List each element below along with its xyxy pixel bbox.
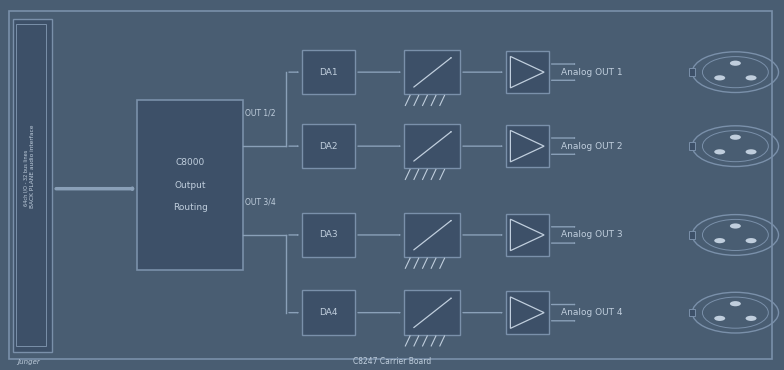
Circle shape bbox=[730, 223, 741, 229]
Text: BACK PLANE audio interface: BACK PLANE audio interface bbox=[30, 125, 34, 208]
FancyBboxPatch shape bbox=[302, 290, 355, 335]
FancyBboxPatch shape bbox=[404, 213, 460, 257]
FancyBboxPatch shape bbox=[689, 68, 695, 76]
Circle shape bbox=[730, 301, 741, 306]
FancyBboxPatch shape bbox=[689, 231, 695, 239]
FancyBboxPatch shape bbox=[689, 142, 695, 150]
Text: Junger: Junger bbox=[17, 359, 40, 365]
Circle shape bbox=[746, 316, 757, 321]
Text: OUT 1/2: OUT 1/2 bbox=[245, 108, 276, 117]
Text: Analog OUT 4: Analog OUT 4 bbox=[561, 308, 622, 317]
FancyBboxPatch shape bbox=[302, 213, 355, 257]
Circle shape bbox=[714, 238, 725, 243]
FancyBboxPatch shape bbox=[506, 51, 549, 93]
FancyBboxPatch shape bbox=[506, 214, 549, 256]
Circle shape bbox=[746, 238, 757, 243]
Text: C8000: C8000 bbox=[176, 158, 205, 167]
Text: Routing: Routing bbox=[172, 203, 208, 212]
FancyBboxPatch shape bbox=[689, 309, 695, 316]
Text: DA2: DA2 bbox=[319, 142, 338, 151]
FancyBboxPatch shape bbox=[137, 100, 243, 270]
Circle shape bbox=[714, 75, 725, 80]
Circle shape bbox=[746, 75, 757, 80]
Text: Analog OUT 3: Analog OUT 3 bbox=[561, 231, 622, 239]
FancyBboxPatch shape bbox=[506, 125, 549, 167]
Circle shape bbox=[730, 61, 741, 66]
Text: C8247 Carrier Board: C8247 Carrier Board bbox=[353, 357, 431, 366]
Text: DA3: DA3 bbox=[319, 231, 338, 239]
FancyBboxPatch shape bbox=[404, 124, 460, 168]
Text: 64ch I/O - 32 bus lines: 64ch I/O - 32 bus lines bbox=[24, 149, 28, 206]
FancyBboxPatch shape bbox=[506, 292, 549, 334]
Text: DA4: DA4 bbox=[319, 308, 338, 317]
Text: Analog OUT 2: Analog OUT 2 bbox=[561, 142, 622, 151]
FancyBboxPatch shape bbox=[302, 124, 355, 168]
FancyBboxPatch shape bbox=[13, 18, 52, 351]
Text: Analog OUT 1: Analog OUT 1 bbox=[561, 68, 622, 77]
FancyBboxPatch shape bbox=[404, 290, 460, 335]
Circle shape bbox=[714, 149, 725, 154]
Circle shape bbox=[730, 135, 741, 140]
Text: DA1: DA1 bbox=[319, 68, 338, 77]
FancyBboxPatch shape bbox=[404, 50, 460, 94]
Circle shape bbox=[746, 149, 757, 154]
Text: OUT 3/4: OUT 3/4 bbox=[245, 197, 276, 206]
FancyBboxPatch shape bbox=[302, 50, 355, 94]
Text: Output: Output bbox=[174, 181, 206, 189]
Circle shape bbox=[714, 316, 725, 321]
